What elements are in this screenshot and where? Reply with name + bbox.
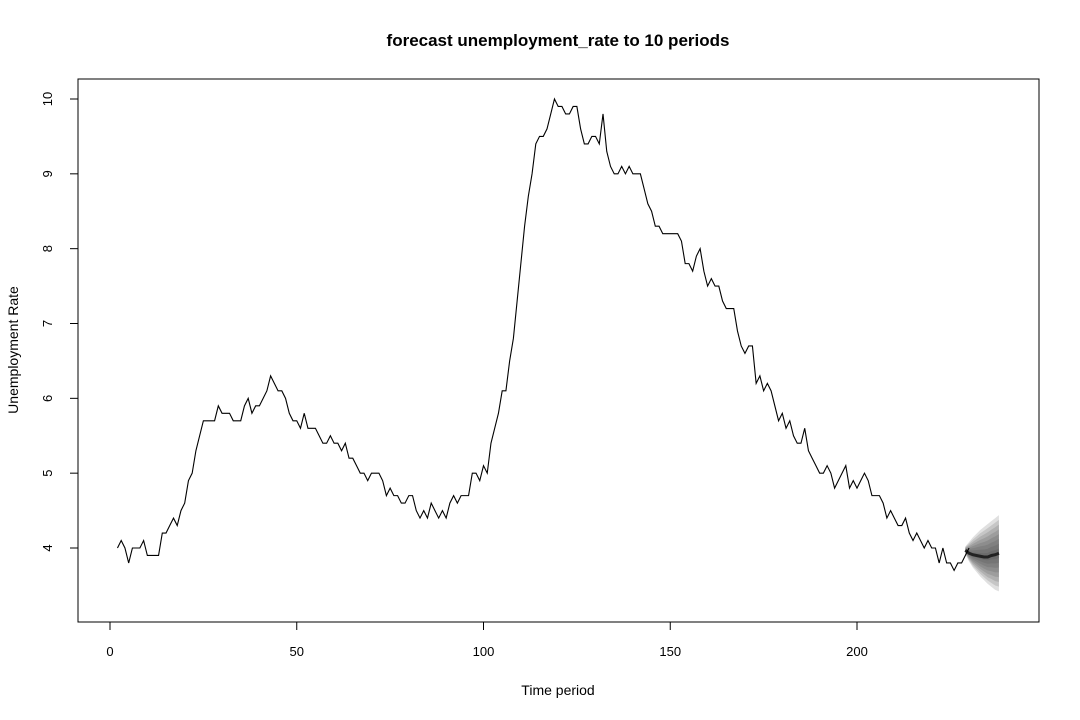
forecast-band <box>965 519 999 587</box>
plot-frame <box>77 78 1040 623</box>
y-tick-label: 4 <box>40 544 55 551</box>
forecast-band <box>965 524 999 582</box>
forecast-band <box>965 543 999 564</box>
forecast-fan <box>964 515 1000 592</box>
x-axis-label: Time period <box>521 682 594 698</box>
series-line <box>116 97 970 572</box>
forecast-band <box>965 529 999 578</box>
y-tick-label: 9 <box>40 170 55 177</box>
forecast-band <box>965 538 999 568</box>
x-tick-label: 0 <box>106 644 113 659</box>
x-axis: 0 50 100 150 200 <box>106 621 868 659</box>
x-tick-label: 200 <box>846 644 868 659</box>
y-tick-label: 10 <box>40 92 55 106</box>
x-tick-label: 100 <box>473 644 495 659</box>
x-tick-label: 50 <box>290 644 304 659</box>
series-line-group <box>116 97 970 572</box>
y-axis: 4 5 6 7 8 9 10 <box>40 92 79 552</box>
forecast-band <box>965 515 999 592</box>
x-tick-label: 150 <box>659 644 681 659</box>
y-tick-label: 6 <box>40 395 55 402</box>
y-tick-label: 7 <box>40 320 55 327</box>
forecast-band <box>965 534 999 573</box>
y-tick-label: 8 <box>40 245 55 252</box>
y-tick-label: 5 <box>40 470 55 477</box>
chart-title: forecast unemployment_rate to 10 periods <box>387 31 730 50</box>
forecast-mean-line <box>964 549 1000 559</box>
y-axis-label: Unemployment Rate <box>5 286 21 414</box>
